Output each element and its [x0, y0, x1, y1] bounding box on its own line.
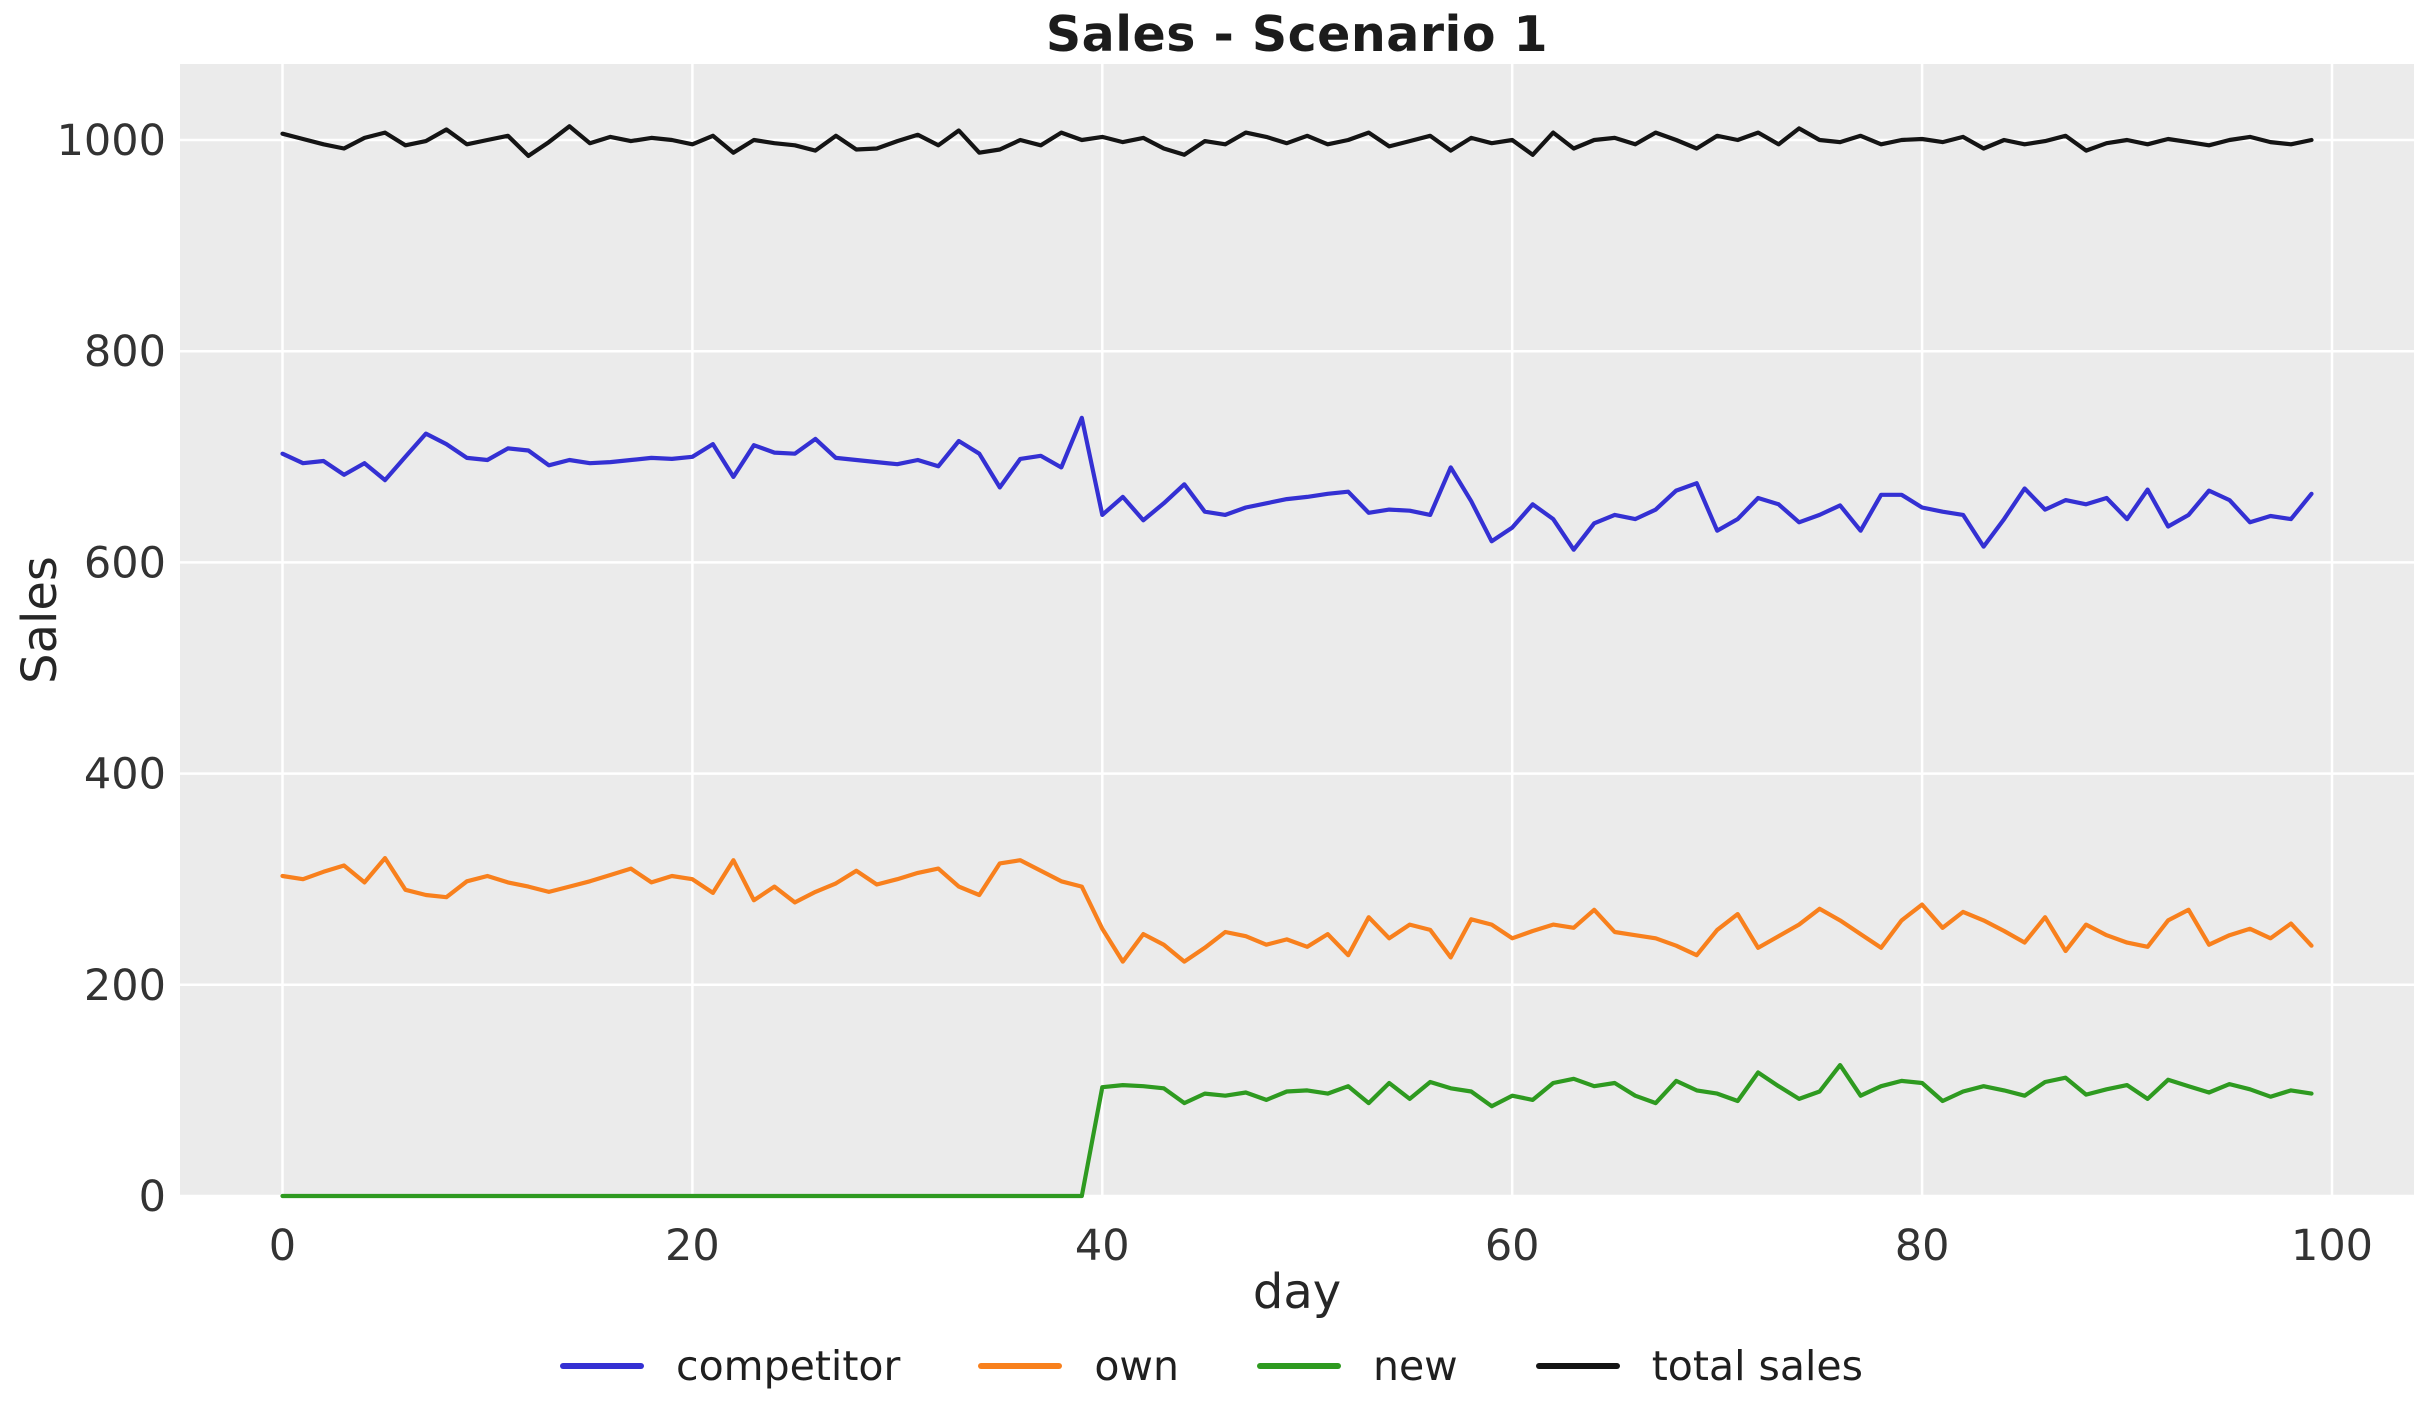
y-tick-label: 600: [84, 538, 166, 588]
legend-label-new: new: [1372, 1341, 1458, 1390]
y-tick-label: 800: [84, 327, 166, 377]
legend-swatch-new: [1256, 1363, 1341, 1369]
series-line-new: [280, 1062, 2314, 1199]
plot-background: [180, 64, 2414, 1196]
series-line-own: [280, 855, 2314, 964]
legend-item-competitor: competitor: [560, 1341, 901, 1390]
legend-item-own: own: [978, 1341, 1179, 1390]
legend: competitor own new total sales: [0, 1342, 2423, 1390]
y-axis-label: Sales: [12, 556, 68, 684]
chart-title: Sales - Scenario 1: [1045, 6, 1549, 63]
legend-label-competitor: competitor: [676, 1341, 901, 1390]
legend-swatch-total-sales: [1535, 1363, 1620, 1369]
x-axis-label: day: [1252, 1264, 1342, 1320]
x-tick-label: 0: [269, 1221, 296, 1271]
legend-label-own: own: [1094, 1341, 1179, 1390]
legend-swatch-competitor: [560, 1363, 645, 1369]
x-tick-label: 80: [1895, 1221, 1950, 1271]
legend-item-total-sales: total sales: [1535, 1341, 1863, 1390]
series-line-total-sales: [280, 124, 2314, 158]
y-tick-label: 200: [84, 961, 166, 1011]
x-tick-label: 100: [2291, 1221, 2373, 1271]
x-tick-label: 20: [665, 1221, 720, 1271]
y-tick-label: 1000: [57, 116, 166, 166]
series-line-competitor: [280, 415, 2314, 552]
legend-swatch-own: [978, 1363, 1063, 1369]
legend-label-total-sales: total sales: [1651, 1341, 1863, 1390]
y-tick-label: 400: [84, 750, 166, 800]
y-tick-label: 0: [139, 1172, 166, 1222]
x-tick-label: 40: [1075, 1221, 1130, 1271]
x-tick-label: 60: [1485, 1221, 1540, 1271]
legend-item-new: new: [1256, 1341, 1458, 1390]
